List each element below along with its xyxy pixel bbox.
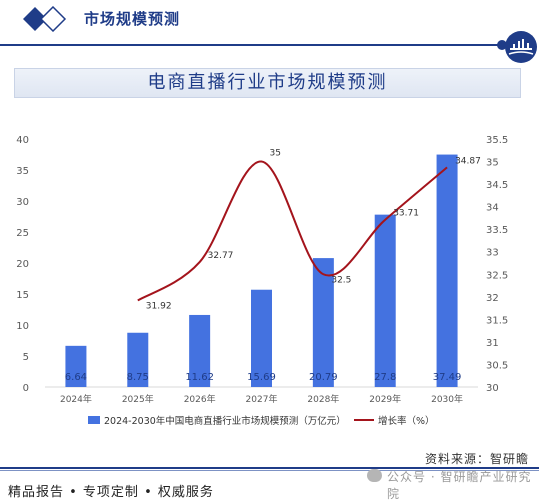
y-right-tick-label: 34.5 xyxy=(486,180,508,191)
logo-diamonds-icon xyxy=(23,6,67,32)
source-note: 资料来源：智研瞻 xyxy=(425,452,530,466)
header-divider xyxy=(0,44,505,46)
chart-title: 电商直播行业市场规模预测 xyxy=(147,72,388,93)
header: 市场规模预测 xyxy=(0,0,539,63)
chart-title-box: 电商直播行业市场规模预测 xyxy=(14,68,521,98)
footer-divider xyxy=(0,467,539,469)
x-tick-label: 2026年 xyxy=(184,393,216,405)
y-right-tick-label: 30 xyxy=(486,383,499,394)
legend-bar-label: 2024-2030年中国电商直播行业市场规模预测（万亿元） xyxy=(104,415,346,427)
wechat-icon xyxy=(367,469,382,482)
y-right-tick-label: 34 xyxy=(486,203,499,214)
y-right-tick-label: 33.5 xyxy=(486,225,508,236)
bar xyxy=(65,345,87,387)
y-right-tick-label: 32 xyxy=(486,293,499,304)
bar-value-label: 37.49 xyxy=(433,372,462,383)
legend-bar-swatch xyxy=(88,416,100,424)
line-value-label: 34.87 xyxy=(455,156,481,166)
growth-rate-line xyxy=(137,160,448,302)
bar-value-label: 11.62 xyxy=(185,372,214,383)
legend-line-label: 增长率（%） xyxy=(378,415,435,427)
y-left-tick-label: 15 xyxy=(16,290,29,301)
bar xyxy=(189,314,211,387)
bar-value-label: 15.69 xyxy=(247,372,276,383)
line-value-label: 35 xyxy=(270,149,281,159)
x-tick-label: 2024年 xyxy=(60,393,92,405)
y-right-tick-label: 35 xyxy=(486,158,499,169)
x-tick-label: 2025年 xyxy=(122,393,154,405)
chart: 0 5 10 15 20 25 30 35 40 30 30.5 31 31.5 32 32.5 33 33.5… xyxy=(0,130,539,440)
bar xyxy=(374,214,396,387)
bar xyxy=(127,332,149,387)
x-tick-label: 2028年 xyxy=(307,393,339,405)
y-left-tick-label: 40 xyxy=(16,135,29,146)
line-value-label: 31.92 xyxy=(146,301,172,311)
y-left-tick-label: 30 xyxy=(16,197,29,208)
section-title: 市场规模预测 xyxy=(84,10,181,28)
line-value-label: 32.5 xyxy=(331,275,351,285)
y-left-tick-label: 25 xyxy=(16,228,29,239)
y-left-tick-label: 5 xyxy=(23,352,29,363)
y-right-tick-label: 31 xyxy=(486,338,499,349)
x-tick-label: 2029年 xyxy=(369,393,401,405)
y-left-tick-label: 35 xyxy=(16,166,29,177)
footer-divider-thin xyxy=(0,470,539,471)
bar-value-label: 20.79 xyxy=(309,372,338,383)
x-tick-label: 2027年 xyxy=(246,393,278,405)
brand-logo-icon xyxy=(505,31,537,63)
y-right-tick-label: 33 xyxy=(486,248,499,259)
line-value-label: 32.77 xyxy=(208,251,234,261)
y-left-tick-label: 0 xyxy=(23,383,29,394)
bar-value-label: 27.8 xyxy=(374,372,396,383)
y-left-tick-label: 10 xyxy=(16,321,29,332)
bar xyxy=(251,289,272,387)
chart-svg: 0 5 10 15 20 25 30 35 40 30 30.5 31 31.5 32 32.5 33 33.5… xyxy=(16,135,508,427)
line-value-label: 33.71 xyxy=(393,209,419,219)
y-right-tick-label: 32.5 xyxy=(486,270,508,281)
bar xyxy=(312,258,334,387)
header-divider-dot xyxy=(497,40,507,50)
y-left-tick-label: 20 xyxy=(16,259,29,270)
footer-slogan: 精品报告 • 专项定制 • 权威服务 xyxy=(8,485,214,500)
bar-value-label: 6.64 xyxy=(65,372,87,383)
x-tick-label: 2030年 xyxy=(431,393,463,405)
y-right-tick-label: 35.5 xyxy=(486,135,508,146)
bar-value-label: 8.75 xyxy=(127,372,149,383)
watermark: 公众号 · 智研瞻产业研究院 xyxy=(387,470,532,501)
y-right-tick-label: 31.5 xyxy=(486,315,508,326)
y-right-tick-label: 30.5 xyxy=(486,360,508,371)
bar xyxy=(436,154,458,387)
